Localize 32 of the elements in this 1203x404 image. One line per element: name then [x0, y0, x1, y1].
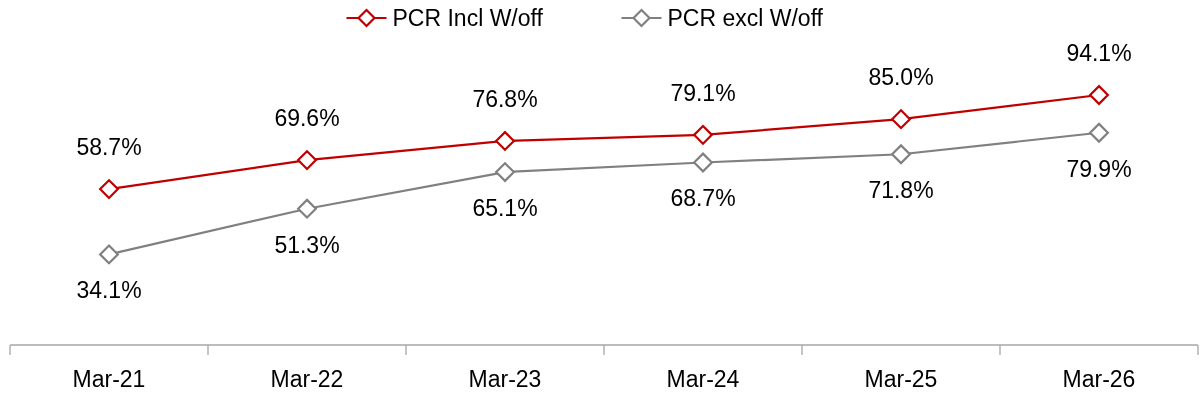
x-tick-label: Mar-22	[270, 366, 344, 392]
point	[99, 244, 119, 265]
data-label: 58.7%	[76, 134, 142, 161]
data-label: 71.8%	[868, 177, 934, 204]
data-label: 51.3%	[274, 231, 340, 258]
x-tick-label: Mar-24	[666, 366, 740, 392]
data-label: 79.9%	[1066, 155, 1132, 182]
legend-label: PCR excl W/off	[667, 5, 824, 31]
point	[99, 179, 119, 200]
x-tick-label: Mar-23	[468, 366, 542, 392]
legend-label: PCR Incl W/off	[392, 5, 544, 31]
data-label: 94.1%	[1066, 40, 1132, 66]
x-tick-label: Mar-25	[864, 366, 938, 392]
data-label: 34.1%	[76, 277, 142, 304]
point	[1089, 85, 1109, 105]
data-label: 76.8%	[472, 85, 538, 112]
point	[693, 124, 713, 145]
point	[693, 152, 713, 173]
point	[891, 144, 911, 165]
point	[495, 162, 515, 182]
point	[297, 198, 317, 219]
data-label: 85.0%	[868, 64, 934, 91]
point	[297, 150, 317, 171]
data-label: 65.1%	[472, 195, 538, 222]
data-label: 79.1%	[670, 79, 736, 106]
point	[891, 109, 911, 130]
point	[1089, 122, 1109, 143]
point	[495, 131, 515, 151]
data-label: 68.7%	[670, 185, 736, 212]
data-label: 69.6%	[274, 105, 340, 132]
x-tick-label: Mar-21	[72, 366, 146, 392]
x-tick-label: Mar-26	[1062, 366, 1136, 392]
